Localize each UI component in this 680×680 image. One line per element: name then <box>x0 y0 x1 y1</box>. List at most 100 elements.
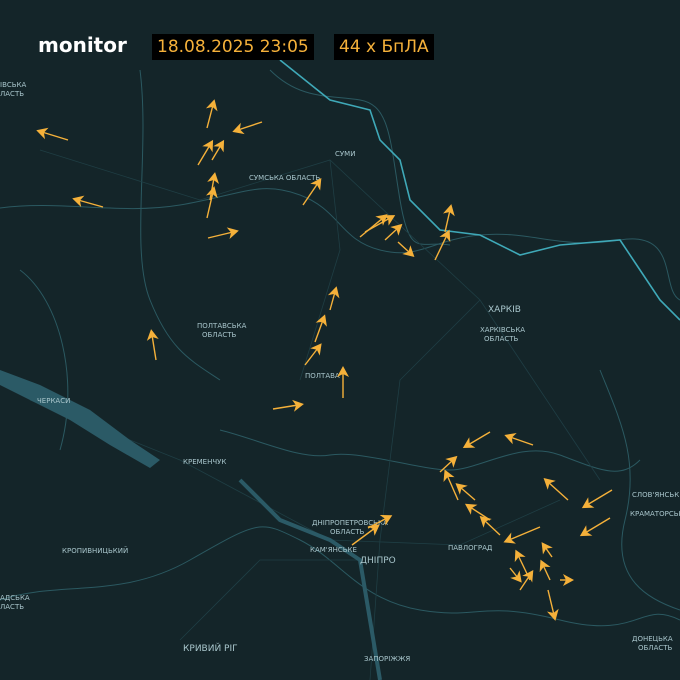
place-label: КРЕМЕНЧУК <box>183 458 226 466</box>
drone-icon <box>205 99 218 112</box>
drone-trail <box>329 291 336 311</box>
drone-icon <box>543 477 556 490</box>
drone-trail <box>359 217 384 238</box>
drone-icon <box>443 469 455 482</box>
drone-trail <box>444 209 451 233</box>
drone-icon <box>443 204 455 217</box>
place-label: ДНІПРОПЕТРОВСЬКА <box>312 519 388 527</box>
drone-trail <box>272 404 299 410</box>
place-label: ОБЛАСТЬ <box>638 644 673 652</box>
place-label: КРИВИЙ РІГ <box>183 642 238 654</box>
drone-icon <box>462 437 476 449</box>
drone-trail <box>584 517 611 534</box>
drone-icon <box>390 223 403 236</box>
drone-trail <box>41 131 69 141</box>
drone-trail <box>384 227 399 241</box>
drone-icon <box>514 549 526 563</box>
place-label: ПОЛТАВА <box>305 372 340 380</box>
drone-icon <box>445 455 458 468</box>
drone-icon <box>292 399 304 412</box>
drone-icon <box>541 542 553 555</box>
drone-trail <box>211 144 222 161</box>
drone-trail <box>206 191 214 219</box>
drone-trail <box>364 217 391 233</box>
place-label: ОБЛАСТЬ <box>202 331 237 339</box>
drone-icon <box>36 127 49 140</box>
drones <box>36 99 613 621</box>
drone-icon <box>503 532 516 544</box>
place-label: ЛАСТЬ <box>0 603 24 611</box>
drone-icon <box>479 515 492 528</box>
place-label: ДОНЕЦЬКА <box>632 635 673 643</box>
drone-trail <box>207 231 234 239</box>
drone-icon <box>546 608 559 621</box>
place-label: ЧЕРКАСИ <box>37 397 70 405</box>
drone-trail <box>77 199 104 208</box>
place-label: СЛОВ'ЯНСЬК <box>632 491 679 499</box>
place-label: КАМ'ЯНСЬКЕ <box>310 546 357 554</box>
place-label: ДНІПРО <box>360 556 396 566</box>
drone-trail <box>509 436 534 446</box>
place-label: ХАРКІВ <box>488 305 521 315</box>
drone-icon <box>310 343 322 356</box>
drone-trail <box>351 527 376 546</box>
drone-icon <box>581 497 595 509</box>
river <box>0 370 160 468</box>
drone-trail <box>544 546 553 558</box>
timestamp: 18.08.2025 23:05 <box>152 34 314 60</box>
drone-trail <box>197 144 211 166</box>
drone-trail <box>314 319 324 343</box>
roads <box>29 149 601 680</box>
place-label: ОБЛАСТЬ <box>330 528 365 536</box>
drone-icon <box>206 186 218 199</box>
drone-icon <box>202 139 214 153</box>
state-border <box>279 59 680 321</box>
drone-icon <box>146 329 159 341</box>
drone-trail <box>483 519 501 536</box>
drone-icon <box>327 286 340 299</box>
place-label: ПОЛТАВСЬКА <box>197 322 247 330</box>
place-label: ІВСЬКА <box>0 81 27 89</box>
drone-trail <box>206 104 214 129</box>
drone-icon <box>310 178 322 191</box>
drone-icon <box>579 525 593 537</box>
drone-trail <box>459 486 476 501</box>
drone-icon <box>382 215 396 226</box>
drone-icon <box>232 122 245 135</box>
drone-trail <box>446 474 459 501</box>
drone-trail <box>547 481 569 501</box>
drone-trail <box>508 526 541 541</box>
drone-icon <box>439 229 451 243</box>
drone-icon <box>522 570 534 583</box>
drone-icon <box>455 483 468 495</box>
drone-trail <box>542 564 551 581</box>
drone-icon <box>379 515 393 526</box>
drone-trail <box>237 121 263 131</box>
place-label: ЗАПОРІЖЖЯ <box>364 655 410 663</box>
drone-icon <box>375 214 388 226</box>
place-label: ЛАСТЬ <box>0 90 24 98</box>
drone-icon <box>563 574 574 586</box>
place-label: ХАРКІВСЬКА <box>480 326 525 334</box>
places: СУМИ СУМСЬКА ОБЛАСТЬ ХАРКІВ ХАРКІВСЬКА О… <box>0 81 680 663</box>
drone-count: 44 х БпЛА <box>334 34 434 60</box>
drone-icon <box>315 314 327 327</box>
drone-icon <box>510 570 522 583</box>
drone-trail <box>304 347 319 366</box>
drone-trail <box>397 241 411 254</box>
drone-trail <box>509 567 519 579</box>
drone-icon <box>226 227 239 240</box>
place-label: СУМСЬКА ОБЛАСТЬ <box>249 174 320 182</box>
drone-icon <box>504 432 517 445</box>
drone-icon <box>207 172 220 184</box>
drone-icon <box>464 503 478 515</box>
drone-trail <box>586 489 613 506</box>
place-label: ОБЛАСТЬ <box>484 335 519 343</box>
drone-trail <box>519 574 531 591</box>
place-label: АДСЬКА <box>0 594 30 602</box>
place-label: СУМИ <box>335 150 355 158</box>
drone-trail <box>547 589 555 616</box>
drone-icon <box>367 524 380 536</box>
